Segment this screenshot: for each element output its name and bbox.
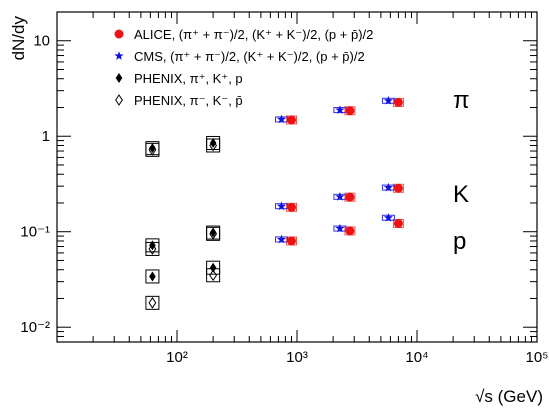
legend-marker-phenix_neg — [115, 94, 123, 106]
error-box — [145, 295, 160, 310]
point-phenix_pos — [209, 262, 217, 273]
point-alice — [393, 183, 403, 193]
point-phenix_neg — [148, 143, 157, 156]
point-alice — [345, 192, 355, 202]
point-phenix_neg — [148, 296, 157, 309]
point-cms — [335, 105, 345, 114]
error-box — [145, 269, 160, 284]
point-phenix_pos — [149, 143, 156, 154]
legend: ALICE, (π⁺ + π⁻)/2, (K⁺ + K⁻)/2, (p + p̄… — [114, 27, 373, 108]
point-alice — [393, 97, 403, 107]
error-box — [206, 226, 221, 241]
point-phenix_pos — [209, 227, 217, 238]
legend-marker-alice — [114, 29, 124, 39]
legend-label-phenix_neg: PHENIX, π⁻, K⁻, p̄ — [134, 93, 243, 108]
x-tick-label: 10² — [166, 349, 188, 366]
point-cms — [383, 96, 393, 105]
annotation-pi: π — [453, 87, 470, 114]
point-phenix_neg — [209, 227, 218, 240]
legend-marker-phenix_pos — [115, 73, 123, 83]
point-cms — [335, 223, 345, 233]
legend-marker-cms — [114, 51, 124, 60]
text-labels: dN/dy √s (GeV) π K p — [9, 16, 543, 406]
point-phenix_neg — [209, 139, 218, 152]
point-alice — [393, 218, 403, 228]
error-box — [206, 260, 221, 275]
point-alice — [287, 202, 297, 212]
y-tick-label: 10 — [33, 33, 50, 50]
point-phenix_pos — [149, 240, 156, 251]
point-cms — [276, 201, 287, 211]
point-alice — [345, 226, 355, 236]
axis-ticks: 10² 10³ 10⁴ 10⁵ 10⁻² 10⁻¹ 1 10 — [20, 11, 549, 366]
point-alice — [287, 236, 297, 246]
point-alice — [345, 106, 355, 116]
data-points — [148, 96, 403, 309]
y-tick-label: 10⁻¹ — [20, 224, 50, 241]
legend-label-alice: ALICE, (π⁺ + π⁻)/2, (K⁺ + K⁻)/2, (p + p̄… — [134, 27, 373, 42]
x-tick-label: 10³ — [286, 349, 308, 366]
point-cms — [276, 114, 287, 124]
y-tick-label: 10⁻² — [20, 319, 50, 336]
legend-label-phenix_pos: PHENIX, π⁺, K⁺, p — [134, 71, 243, 86]
point-cms — [383, 212, 393, 222]
point-cms — [383, 182, 393, 192]
point-phenix_neg — [209, 269, 218, 282]
legend-label-cms: CMS, (π⁺ + π⁻)/2, (K⁺ + K⁻)/2, (p + p̄)/… — [134, 49, 365, 64]
annotation-k: K — [453, 181, 469, 208]
plot-frame — [56, 11, 538, 343]
y-tick-label: 1 — [42, 128, 50, 145]
point-phenix_neg — [148, 243, 157, 255]
x-tick-label: 10⁵ — [526, 349, 549, 366]
point-cms — [335, 192, 345, 201]
annotation-p: p — [453, 228, 466, 255]
systematic-error-boxes — [145, 97, 404, 310]
point-phenix_pos — [209, 137, 217, 148]
point-cms — [276, 234, 287, 244]
point-alice — [287, 115, 297, 125]
x-tick-label: 10⁴ — [405, 349, 428, 366]
point-phenix_pos — [149, 271, 156, 282]
x-axis-title: √s (GeV) — [475, 387, 543, 406]
y-axis-title: dN/dy — [9, 16, 28, 61]
